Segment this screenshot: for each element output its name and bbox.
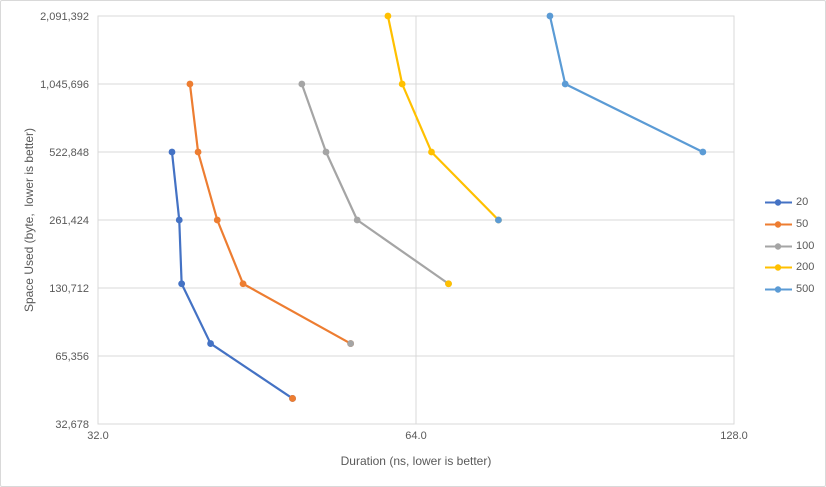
y-axis-title: Space Used (byte, lower is better) (22, 127, 36, 313)
series-marker-50 (186, 80, 194, 88)
series-line-50 (188, 82, 352, 345)
y-tick-label: 1,045,696 (40, 79, 89, 91)
series-marker-50 (194, 148, 202, 156)
series-marker-50 (213, 216, 221, 224)
legend-key-icon (765, 221, 792, 228)
y-tick-label: 522,848 (49, 147, 89, 159)
series-marker-100 (322, 148, 330, 156)
legend-key-icon (765, 243, 792, 250)
series-line-200 (386, 14, 500, 222)
series-marker-200 (384, 12, 392, 20)
series-marker-20 (178, 280, 186, 288)
legend-label: 200 (796, 261, 815, 274)
series-marker-500 (546, 12, 554, 20)
y-tick-label: 32,678 (55, 419, 89, 431)
x-tick-label: 32.0 (87, 430, 108, 442)
series-marker-20 (207, 340, 214, 347)
legend-item-50: 50 (765, 214, 814, 236)
series-marker-50 (239, 280, 247, 288)
series-marker-50 (289, 395, 296, 402)
series-marker-20 (175, 216, 183, 224)
legend: 20 50 100 200 500 (765, 192, 814, 300)
series-marker-200 (445, 280, 452, 288)
series-marker-200 (398, 80, 406, 88)
legend-label: 500 (796, 283, 815, 296)
y-tick-label: 130,712 (49, 283, 89, 295)
y-tick-label: 65,356 (55, 351, 89, 363)
series-line-20 (170, 150, 294, 400)
x-tick-label: 64.0 (405, 430, 426, 442)
y-tick-label: 2,091,392 (40, 11, 89, 23)
legend-label: 50 (796, 218, 809, 231)
legend-item-20: 20 (765, 192, 814, 214)
legend-key-icon (765, 286, 792, 293)
series-marker-200 (428, 148, 435, 156)
plot-border (97, 15, 735, 425)
y-tick-label: 261,424 (49, 215, 89, 227)
series-marker-20 (168, 148, 176, 156)
series-marker-500 (561, 80, 569, 88)
legend-key-icon (765, 264, 792, 272)
legend-item-500: 500 (765, 279, 814, 301)
series-line-100 (300, 82, 450, 285)
legend-key-icon (765, 199, 792, 207)
legend-item-200: 200 (765, 257, 814, 279)
series-marker-100 (347, 340, 355, 347)
x-axis-title: Duration (ns, lower is better) (340, 454, 492, 468)
series-marker-500 (495, 216, 502, 224)
legend-item-100: 100 (765, 235, 814, 257)
series-marker-100 (298, 80, 306, 88)
x-tick-label: 128.0 (720, 430, 748, 442)
legend-label: 20 (796, 196, 809, 209)
legend-label: 100 (796, 239, 815, 252)
series-marker-500 (699, 148, 707, 156)
series-marker-100 (353, 216, 361, 224)
